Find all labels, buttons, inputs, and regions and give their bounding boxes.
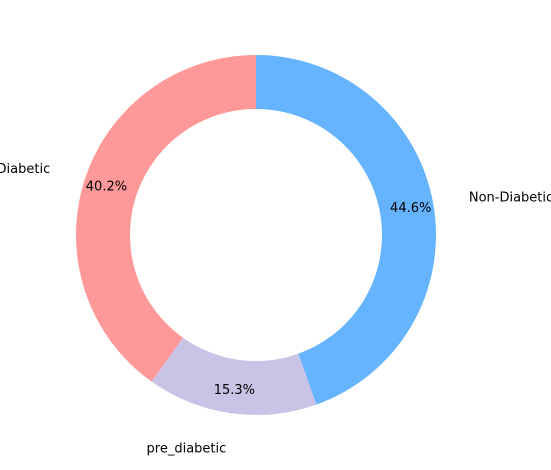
category-label-non-diabetic: Non-Diabetic bbox=[469, 191, 551, 206]
pct-label-non-diabetic: 44.6% bbox=[390, 201, 431, 216]
category-label-pre-diabetic: pre_diabetic bbox=[147, 441, 227, 456]
category-labels: Non-Diabetic pre_diabetic Diabetic bbox=[0, 162, 551, 457]
donut-hole bbox=[130, 109, 382, 361]
category-label-diabetic: Diabetic bbox=[0, 162, 50, 177]
pct-label-diabetic: 40.2% bbox=[86, 180, 127, 195]
percentage-labels: 44.6% 15.3% 40.2% bbox=[86, 180, 432, 398]
pct-label-pre-diabetic: 15.3% bbox=[214, 383, 255, 398]
